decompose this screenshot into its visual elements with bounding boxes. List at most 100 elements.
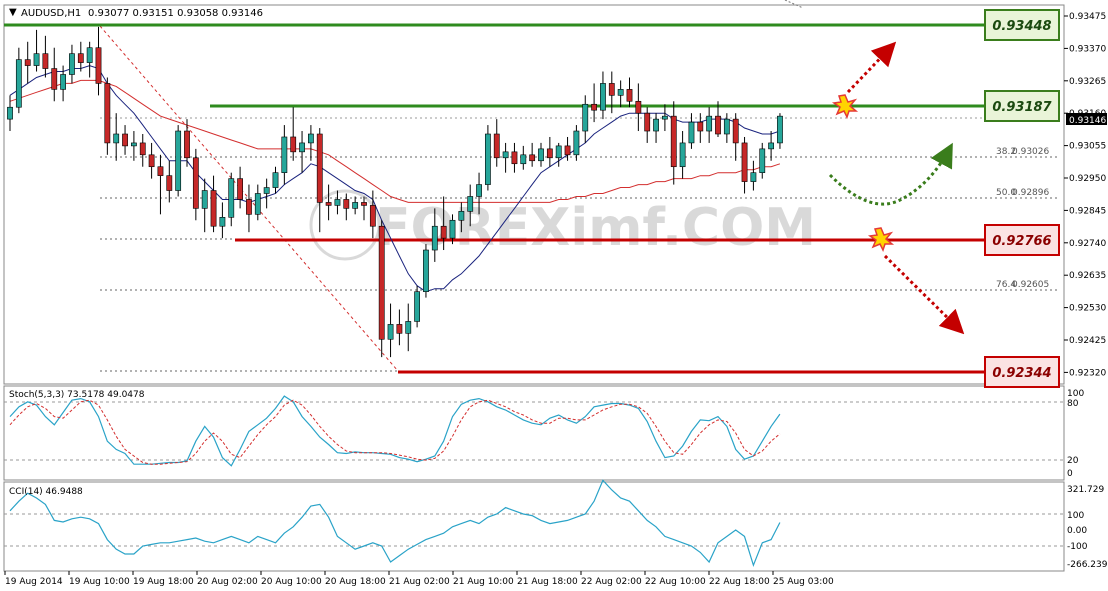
fib-trendline[interactable] [99, 25, 399, 372]
candle-body [387, 324, 394, 340]
price-tick-label: 0.92950 [1069, 174, 1106, 184]
candle [431, 208, 438, 262]
cci-pane [3, 481, 1065, 572]
fib-pct-382: 38.2 [996, 147, 1016, 157]
candle-body [113, 133, 120, 144]
cci-main-line [9, 479, 781, 568]
candle-body [449, 219, 456, 239]
price-tick-label: 0.93055 [1069, 142, 1106, 152]
candle-body [573, 130, 580, 156]
candle-body [529, 154, 536, 162]
candle-body [502, 151, 509, 159]
candle-body [564, 145, 571, 156]
candle [679, 131, 686, 179]
candle-body [290, 136, 297, 153]
candle [33, 29, 40, 72]
time-tick-label: 19 Aug 2014 [5, 577, 63, 587]
candle [484, 125, 491, 191]
candle-body [60, 74, 66, 90]
label-resist-top: 0.93448 [984, 9, 1060, 41]
moving-averages [9, 65, 781, 293]
candle [378, 220, 385, 358]
candle-body [538, 148, 544, 162]
candle-body [405, 321, 412, 334]
current-price-tag [1066, 113, 1107, 125]
ohlc-readout: 0.93077 0.93151 0.93058 0.93146 [88, 8, 263, 19]
time-tick-label: 22 Aug 02:00 [581, 577, 642, 587]
candle [228, 172, 235, 227]
candle [423, 244, 429, 298]
candle-body [591, 103, 597, 111]
candle-body [325, 202, 332, 206]
watermark: FOREXimf.COM [309, 189, 816, 261]
candle [777, 113, 783, 149]
candle [246, 184, 252, 233]
price-pane [3, 4, 1065, 385]
candle-body [69, 53, 75, 75]
candle [139, 134, 146, 167]
candle-body [184, 130, 190, 159]
cci-tick-0: 0.00 [1067, 526, 1087, 536]
candle [148, 142, 155, 179]
label-support-mid-text: 0.92766 [992, 234, 1051, 249]
candle [299, 131, 305, 173]
candle [661, 104, 668, 132]
candle-body [219, 217, 226, 227]
fib-pct-764: 76.4 [996, 280, 1016, 290]
candle [166, 160, 173, 203]
candle [582, 95, 589, 143]
price-tick-label: 0.92740 [1069, 239, 1106, 249]
candle-body [228, 178, 235, 218]
symbol-dropdown-icon[interactable]: ▼ [9, 7, 17, 18]
candle-body [157, 166, 164, 176]
cci-tick-minus100: -100 [1067, 542, 1088, 552]
candle [440, 196, 447, 251]
candle [86, 41, 93, 78]
candle-body [95, 47, 102, 84]
candle [201, 178, 208, 233]
price-tick-label: 0.93265 [1069, 77, 1106, 87]
fib-value-500: 0.92896 [1012, 188, 1049, 198]
candle [7, 95, 13, 132]
time-tick-label: 20 Aug 02:00 [197, 577, 258, 587]
candle-body [777, 115, 783, 144]
price-tick-label: 0.92635 [1069, 271, 1106, 281]
current-price-text: 0.93146 [1069, 116, 1106, 126]
candle-body [679, 142, 686, 168]
label-support-mid: 0.92766 [984, 224, 1060, 256]
candlesticks [7, 26, 783, 358]
candle [600, 71, 606, 120]
candle [157, 154, 164, 215]
candle [69, 44, 75, 84]
candle [60, 65, 66, 102]
candle [210, 175, 217, 233]
candle-body [458, 211, 465, 221]
candle-body [272, 172, 279, 188]
candle-body [201, 190, 208, 209]
stoch-tick-80: 80 [1067, 399, 1079, 409]
ma-fast-line [9, 65, 781, 293]
candle-body [653, 118, 659, 132]
candle-body [281, 136, 288, 173]
chart-shift-marker [784, 0, 804, 9]
candle [555, 142, 562, 167]
candle-body [732, 118, 739, 144]
candle-body [192, 157, 199, 209]
fib-value-764: 0.92605 [1012, 280, 1049, 290]
stochastic-lines [9, 395, 781, 467]
candle-body [741, 142, 748, 182]
candle-body [175, 130, 182, 191]
stoch-tick-100: 100 [1067, 389, 1084, 399]
candle-body [511, 151, 518, 165]
candle [352, 196, 359, 215]
candle [51, 47, 58, 102]
cci-line [9, 479, 781, 568]
candle-body [423, 249, 429, 292]
candle-body [431, 225, 438, 251]
candle [546, 136, 553, 167]
stoch-tick-0: 0 [1067, 469, 1073, 479]
candle [77, 41, 84, 72]
fib-pct-500: 50.0 [996, 188, 1016, 198]
